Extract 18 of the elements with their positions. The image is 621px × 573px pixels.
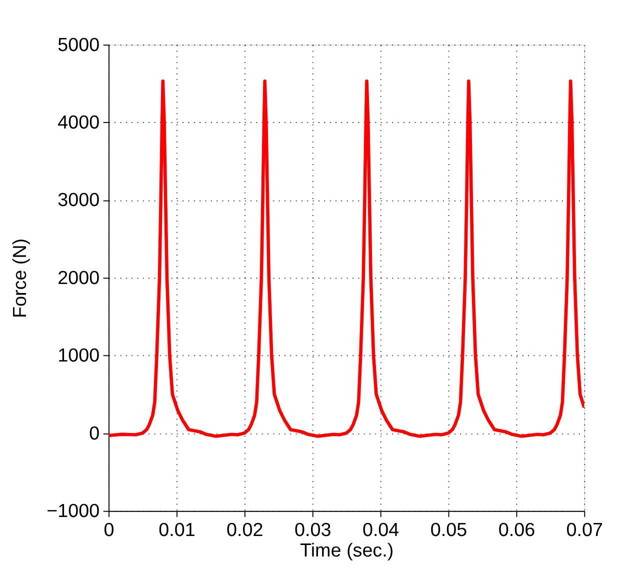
y-tick-label: 4000 [58,111,100,132]
x-tick-label: 0 [104,518,114,540]
y-tick-label: 1000 [58,344,100,366]
x-axis-title: Time (sec.) [300,540,394,561]
y-tick-label: 5000 [58,34,100,55]
x-tick-label: 0.03 [294,518,332,540]
x-tick-label: 0.02 [226,518,264,540]
x-tick-label: 0.06 [498,518,536,540]
x-tick-label: 0.07 [566,518,604,540]
line-series [108,80,584,438]
y-tick-label: 2000 [58,266,100,288]
y-tick-label: −1000 [46,500,100,522]
x-tick-label: 0.05 [430,518,468,540]
y-tick-label: 3000 [58,189,100,210]
x-tick-label: 0.01 [158,518,196,540]
y-axis-title: Force (N) [8,238,30,318]
x-tick-label: 0.04 [362,518,400,540]
y-tick-label: 0 [89,422,100,444]
